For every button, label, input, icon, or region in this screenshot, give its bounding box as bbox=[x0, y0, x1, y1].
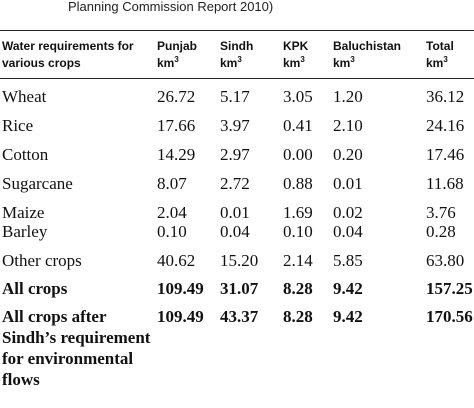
cell-total: 11.68 bbox=[426, 174, 464, 193]
cell-punjab: 40.62 bbox=[157, 251, 196, 270]
cell-crop: Cotton bbox=[2, 145, 49, 164]
header-rule bbox=[0, 78, 474, 79]
cell-crop: All crops after Sindh’s requirement for … bbox=[2, 307, 151, 389]
header-kpk: KPK km3 bbox=[283, 39, 309, 70]
cell-sindh: 0.01 bbox=[220, 203, 250, 222]
cell-kpk: 3.05 bbox=[283, 87, 313, 106]
cell-kpk: 2.14 bbox=[283, 251, 313, 270]
cell-punjab: 26.72 bbox=[157, 87, 196, 106]
cell-kpk: 0.41 bbox=[283, 116, 313, 135]
header-unit: km bbox=[157, 56, 175, 70]
cell-total: 170.56 bbox=[426, 307, 473, 326]
cell-sindh: 2.72 bbox=[220, 174, 250, 193]
header-unit: km bbox=[283, 56, 301, 70]
cell-kpk: 8.28 bbox=[283, 307, 313, 326]
cell-kpk: 0.88 bbox=[283, 174, 313, 193]
cell-kpk: 8.28 bbox=[283, 279, 313, 298]
cell-total: 157.25 bbox=[426, 279, 473, 298]
cell-total: 63.80 bbox=[426, 251, 465, 270]
cell-baluchistan: 2.10 bbox=[333, 116, 363, 135]
table-caption: Planning Commission Report 2010) bbox=[68, 0, 274, 14]
cell-sindh: 2.97 bbox=[220, 145, 250, 164]
cell-punjab: 17.66 bbox=[157, 116, 196, 135]
top-rule bbox=[0, 30, 474, 31]
cell-crop: Other crops bbox=[2, 251, 82, 270]
cell-baluchistan: 5.85 bbox=[333, 251, 363, 270]
cell-sindh: 0.04 bbox=[220, 222, 250, 241]
cell-punjab: 109.49 bbox=[157, 307, 204, 326]
cell-total: 3.76 bbox=[426, 203, 456, 222]
header-baluchistan: Baluchistan km3 bbox=[333, 39, 402, 70]
cell-punjab: 0.10 bbox=[157, 222, 187, 241]
cell-punjab: 109.49 bbox=[157, 279, 204, 298]
cell-punjab: 2.04 bbox=[157, 203, 187, 222]
cell-baluchistan: 9.42 bbox=[333, 279, 363, 298]
header-total-label: Total bbox=[426, 39, 454, 53]
cell-punjab: 8.07 bbox=[157, 174, 187, 193]
cell-sindh: 5.17 bbox=[220, 87, 250, 106]
header-unit: km bbox=[426, 56, 444, 70]
cell-kpk: 0.00 bbox=[283, 145, 313, 164]
cell-total: 36.12 bbox=[426, 87, 465, 106]
cell-crop: Rice bbox=[2, 116, 34, 135]
header-crop: Water requirements for various crops bbox=[2, 39, 134, 70]
cell-sindh: 31.07 bbox=[220, 279, 259, 298]
cell-baluchistan: 1.20 bbox=[333, 87, 363, 106]
header-total: Total km3 bbox=[426, 39, 454, 70]
cell-sindh: 43.37 bbox=[220, 307, 259, 326]
cell-crop: Sugarcane bbox=[2, 174, 73, 193]
header-sindh: Sindh km3 bbox=[220, 39, 254, 70]
cell-total: 0.28 bbox=[426, 222, 456, 241]
cell-total: 24.16 bbox=[426, 116, 465, 135]
cell-baluchistan: 0.01 bbox=[333, 174, 363, 193]
cell-crop: Maize bbox=[2, 203, 45, 222]
cell-crop: All crops bbox=[2, 279, 68, 298]
cell-total: 17.46 bbox=[426, 145, 465, 164]
header-unit: km bbox=[220, 56, 238, 70]
cell-kpk: 1.69 bbox=[283, 203, 313, 222]
cell-crop: Wheat bbox=[2, 87, 47, 106]
cell-sindh: 3.97 bbox=[220, 116, 250, 135]
cell-baluchistan: 0.02 bbox=[333, 203, 363, 222]
header-punjab: Punjab km3 bbox=[157, 39, 198, 70]
cell-crop: Barley bbox=[2, 222, 48, 241]
cell-baluchistan: 9.42 bbox=[333, 307, 363, 326]
cell-baluchistan: 0.20 bbox=[333, 145, 363, 164]
header-unit: km bbox=[333, 56, 351, 70]
cell-baluchistan: 0.04 bbox=[333, 222, 363, 241]
cell-punjab: 14.29 bbox=[157, 145, 196, 164]
header-baluchistan-label: Baluchistan bbox=[333, 39, 402, 53]
header-kpk-label: KPK bbox=[283, 39, 309, 53]
header-sindh-label: Sindh bbox=[220, 39, 254, 53]
cell-kpk: 0.10 bbox=[283, 222, 313, 241]
header-punjab-label: Punjab bbox=[157, 39, 198, 53]
cell-sindh: 15.20 bbox=[220, 251, 259, 270]
